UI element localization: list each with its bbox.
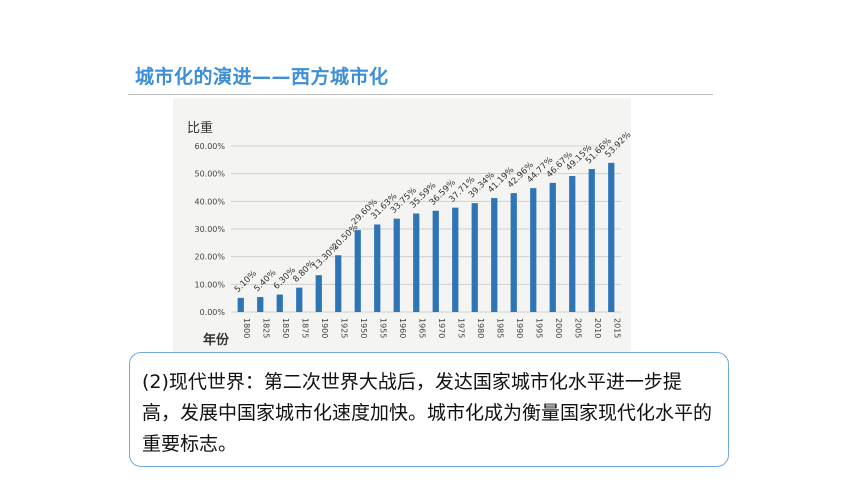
x-tick-label: 2015 (612, 318, 621, 338)
x-tick-label: 1925 (339, 318, 348, 338)
bar-1965 (413, 213, 420, 312)
bar-1925 (335, 255, 342, 312)
slide-title: 城市化的演进——西方城市化 (135, 66, 389, 88)
x-tick-label: 1970 (437, 318, 446, 338)
x-tick-labels: 1800 1825 1850 1875 1900 1925 1950 1955 1960 1965… (242, 318, 622, 338)
bar-1990 (510, 193, 517, 312)
bar-1955 (374, 224, 381, 312)
x-tick-label: 1980 (476, 318, 485, 338)
bar-1825 (257, 297, 264, 312)
x-tick-label: 1985 (495, 318, 504, 338)
bar-1900 (315, 275, 322, 312)
bar-2000 (549, 182, 556, 312)
title-divider (128, 94, 713, 95)
y-tick-label: 40.00% (194, 197, 225, 206)
bar-1995 (530, 188, 537, 312)
x-tick-label: 1955 (378, 318, 387, 338)
bar-1985 (491, 198, 498, 312)
y-tick-label: 60.00% (194, 142, 225, 151)
y-tick-label: 50.00% (194, 170, 225, 179)
bar-1875 (296, 287, 303, 312)
y-tick-label: 10.00% (194, 280, 225, 289)
bar-1950 (354, 230, 361, 312)
bars (237, 162, 615, 312)
y-tick-label: 30.00% (194, 225, 225, 234)
bar-1800 (237, 297, 244, 312)
x-tick-label: 1850 (281, 318, 290, 338)
x-tick-label: 1975 (456, 318, 465, 338)
body-text: (2)现代世界：第二次世界大战后，发达国家城市化水平进一步提高，发展中国家城市化… (142, 371, 713, 455)
chart-svg: 0.00% 10.00% 20.00% 30.00% 40.00% 50.00% 60.00… (187, 120, 631, 348)
y-tick-labels: 0.00% 10.00% 20.00% 30.00% 40.00% 50.00% 60.00… (194, 142, 225, 317)
x-tick-label: 1950 (359, 318, 368, 338)
bar-1970 (432, 210, 439, 312)
x-tick-label: 1965 (417, 318, 426, 338)
x-tick-label: 1875 (300, 318, 309, 338)
y-tick-label: 20.00% (194, 253, 225, 262)
bar-2010 (588, 169, 595, 312)
bar-1850 (276, 294, 283, 312)
y-tick-label: 0.00% (200, 308, 226, 317)
y-axis-label: 比重 (187, 120, 213, 136)
x-tick-label: 1960 (398, 318, 407, 338)
bar-2015 (608, 162, 615, 312)
bar-1975 (452, 207, 459, 312)
body-text-box: (2)现代世界：第二次世界大战后，发达国家城市化水平进一步提高，发展中国家城市化… (129, 352, 729, 467)
x-tick-label: 1900 (320, 318, 329, 338)
bar-1980 (471, 203, 478, 312)
x-tick-label: 2000 (554, 318, 563, 338)
grid-lines (231, 145, 621, 313)
x-tick-label: 1995 (534, 318, 543, 338)
x-tick-label: 2005 (573, 318, 582, 338)
urbanization-bar-chart: 0.00% 10.00% 20.00% 30.00% 40.00% 50.00% 60.00… (173, 98, 631, 353)
x-tick-label: 2010 (593, 318, 602, 338)
bar-1960 (393, 218, 400, 312)
x-axis-label: 年份 (203, 332, 230, 348)
x-tick-label: 1825 (261, 318, 270, 338)
x-tick-label: 1800 (242, 318, 251, 338)
x-tick-label: 1990 (515, 318, 524, 338)
bar-2005 (569, 176, 576, 312)
